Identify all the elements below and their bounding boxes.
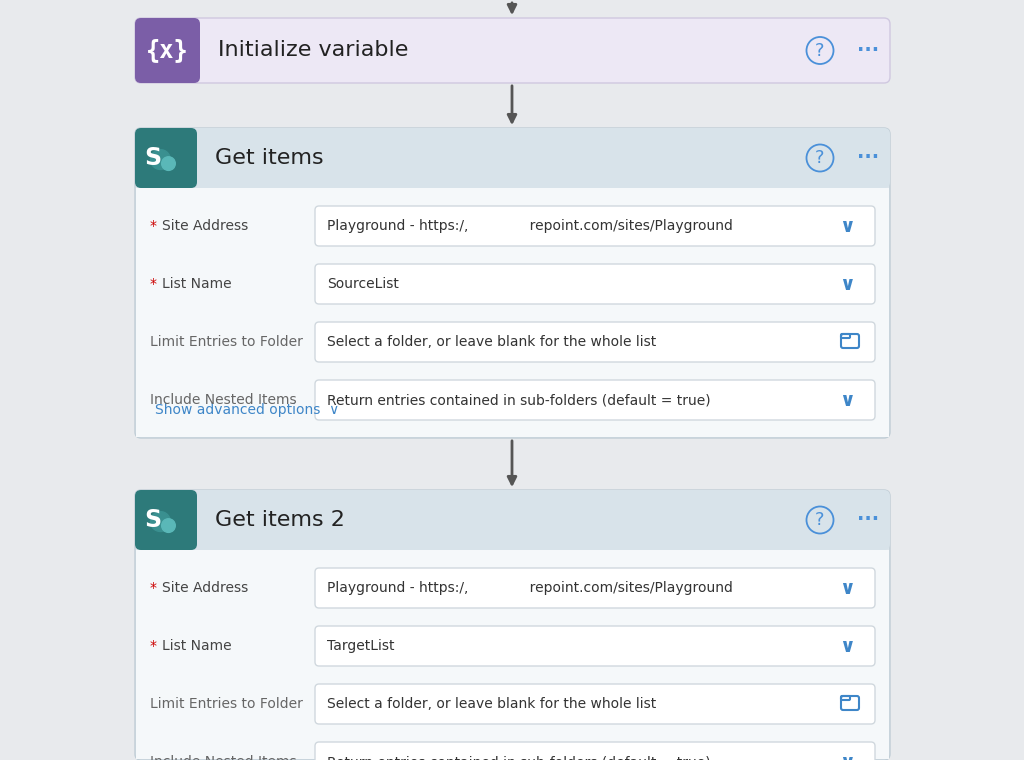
FancyBboxPatch shape [135, 490, 890, 550]
FancyBboxPatch shape [315, 684, 874, 724]
Text: Return entries contained in sub-folders (default = true): Return entries contained in sub-folders … [327, 393, 711, 407]
FancyBboxPatch shape [135, 128, 197, 188]
Text: ?: ? [815, 511, 824, 529]
Circle shape [162, 519, 175, 533]
Text: Playground - https:/,              repoint.com/sites/Playground: Playground - https:/, repoint.com/sites/… [327, 219, 733, 233]
Text: S: S [144, 508, 162, 532]
Text: Initialize variable: Initialize variable [218, 40, 409, 61]
Text: Playground - https:/,              repoint.com/sites/Playground: Playground - https:/, repoint.com/sites/… [327, 581, 733, 595]
Text: Limit Entries to Folder: Limit Entries to Folder [150, 697, 303, 711]
Text: Site Address: Site Address [162, 219, 248, 233]
Text: ···: ··· [857, 511, 879, 530]
Circle shape [151, 150, 170, 169]
Text: ∨: ∨ [839, 578, 855, 597]
Text: *: * [150, 277, 157, 291]
FancyBboxPatch shape [136, 188, 889, 437]
FancyBboxPatch shape [135, 128, 890, 188]
Text: ···: ··· [857, 41, 879, 60]
Text: S: S [144, 146, 162, 170]
FancyBboxPatch shape [135, 18, 890, 83]
Text: ∨: ∨ [839, 391, 855, 410]
FancyBboxPatch shape [315, 568, 874, 608]
Text: ?: ? [815, 149, 824, 167]
Text: *: * [150, 639, 157, 653]
Text: ∨: ∨ [839, 274, 855, 293]
FancyBboxPatch shape [135, 18, 200, 83]
Text: *: * [150, 219, 157, 233]
FancyBboxPatch shape [315, 206, 874, 246]
Circle shape [162, 157, 175, 170]
FancyBboxPatch shape [135, 128, 890, 438]
Text: List Name: List Name [162, 639, 231, 653]
Text: SourceList: SourceList [327, 277, 399, 291]
FancyBboxPatch shape [315, 742, 874, 760]
Text: Show advanced options  ∨: Show advanced options ∨ [155, 403, 339, 417]
Text: *: * [150, 581, 157, 595]
Text: Select a folder, or leave blank for the whole list: Select a folder, or leave blank for the … [327, 335, 656, 349]
Text: ∨: ∨ [839, 637, 855, 655]
Text: Site Address: Site Address [162, 581, 248, 595]
Text: Include Nested Items: Include Nested Items [150, 755, 297, 760]
FancyBboxPatch shape [135, 490, 197, 550]
Text: ∨: ∨ [839, 217, 855, 236]
Text: Get items 2: Get items 2 [215, 510, 345, 530]
FancyBboxPatch shape [315, 264, 874, 304]
Text: ∨: ∨ [839, 752, 855, 760]
Text: Get items: Get items [215, 148, 324, 168]
Text: {x}: {x} [146, 39, 188, 62]
FancyBboxPatch shape [136, 550, 889, 759]
Text: Include Nested Items: Include Nested Items [150, 393, 297, 407]
FancyBboxPatch shape [315, 380, 874, 420]
Text: Select a folder, or leave blank for the whole list: Select a folder, or leave blank for the … [327, 697, 656, 711]
Text: TargetList: TargetList [327, 639, 394, 653]
Text: List Name: List Name [162, 277, 231, 291]
Text: ···: ··· [857, 148, 879, 167]
Text: ?: ? [815, 42, 824, 59]
FancyBboxPatch shape [315, 322, 874, 362]
FancyBboxPatch shape [315, 626, 874, 666]
Circle shape [151, 511, 170, 531]
Text: Limit Entries to Folder: Limit Entries to Folder [150, 335, 303, 349]
FancyBboxPatch shape [135, 490, 890, 760]
Text: Return entries contained in sub-folders (default = true): Return entries contained in sub-folders … [327, 755, 711, 760]
